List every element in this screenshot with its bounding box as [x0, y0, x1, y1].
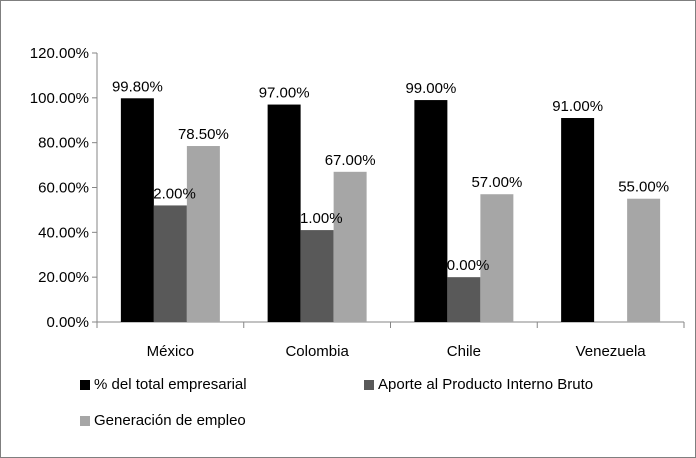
legend-swatch: [80, 379, 90, 390]
legend-item-total: % del total empresarial: [80, 376, 247, 393]
legend-label: Generación de empleo: [94, 412, 246, 429]
data-label: 20.00%: [438, 257, 489, 274]
data-label: 41.00%: [292, 210, 343, 227]
y-tick-label: 20.00%: [38, 269, 89, 286]
bar: [153, 205, 187, 322]
data-label: 97.00%: [259, 85, 310, 102]
bar: [186, 146, 220, 322]
y-axis: 0.00% 20.00% 40.00% 60.00% 80.00% 100.00% 120.…: [30, 45, 98, 331]
y-tick-label: 120.00%: [30, 45, 89, 62]
data-label: 57.00%: [471, 174, 522, 191]
data-label: 55.00%: [618, 179, 669, 196]
legend-label: Aporte al Producto Interno Bruto: [378, 376, 594, 393]
data-label: 99.80%: [112, 78, 163, 95]
bar: [267, 104, 301, 322]
x-tick-label: México: [147, 343, 195, 360]
x-tick-label: Venezuela: [576, 343, 647, 360]
data-label: 67.00%: [325, 152, 376, 169]
bar: [300, 230, 334, 322]
bar: [480, 194, 514, 322]
bar: [333, 171, 367, 322]
data-label: 52.00%: [145, 185, 196, 202]
data-label: 91.00%: [552, 98, 603, 115]
y-tick-label: 100.00%: [30, 90, 89, 107]
x-axis: México Colombia Chile Venezuela: [96, 321, 685, 360]
y-tick-label: 60.00%: [38, 180, 89, 197]
legend-label: % del total empresarial: [94, 376, 247, 393]
bar: [561, 118, 595, 322]
legend-swatch: [364, 379, 374, 390]
legend-item-pib: Aporte al Producto Interno Bruto: [364, 376, 593, 393]
y-tick-label: 0.00%: [46, 314, 89, 331]
bar: [627, 198, 661, 322]
legend-item-empleo: Generación de empleo: [80, 412, 246, 429]
legend-swatch: [80, 415, 90, 426]
data-label: 78.50%: [178, 126, 229, 143]
x-tick-label: Chile: [447, 343, 481, 360]
data-labels: 99.80% 52.00% 78.50% 97.00% 41.00% 67.00% 99.0…: [112, 78, 669, 274]
bar: [414, 100, 448, 322]
bar: [447, 277, 481, 322]
y-tick-label: 80.00%: [38, 135, 89, 152]
y-tick-label: 40.00%: [38, 224, 89, 241]
x-tick-label: Colombia: [285, 343, 349, 360]
bar: [120, 98, 154, 322]
bars: [120, 98, 661, 322]
legend: % del total empresarial Aporte al Produc…: [80, 370, 680, 450]
data-label: 99.00%: [405, 80, 456, 97]
